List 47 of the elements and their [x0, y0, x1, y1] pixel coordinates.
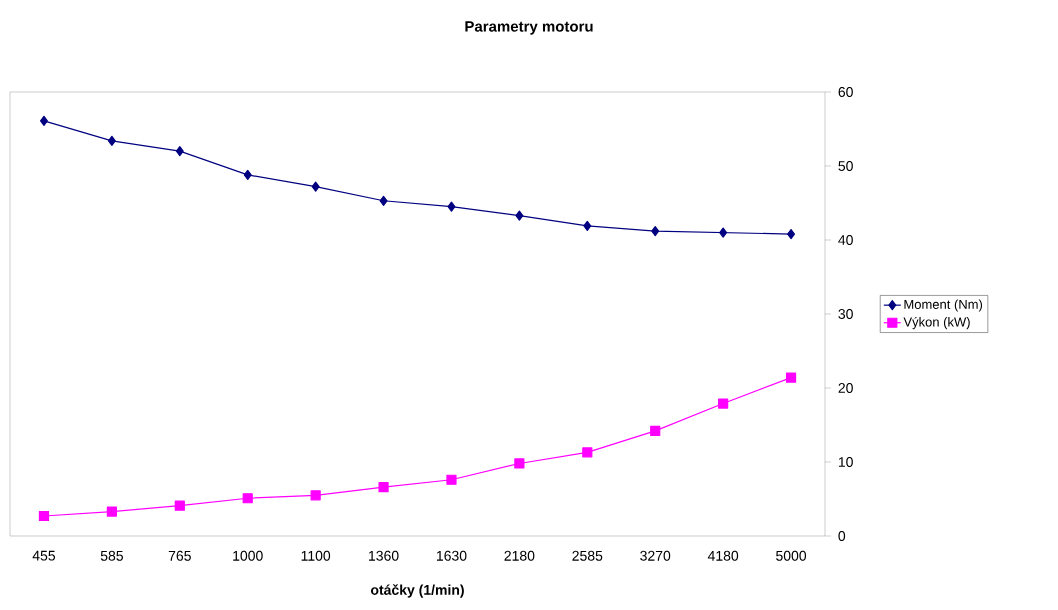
point	[243, 169, 252, 180]
x-tick-label: 585	[100, 550, 123, 561]
point	[242, 493, 253, 504]
point	[174, 500, 185, 511]
x-tick-label: 1100	[301, 550, 331, 561]
y-tick-label: 60	[838, 87, 853, 97]
point	[175, 146, 184, 157]
point	[515, 210, 524, 221]
point	[651, 226, 660, 237]
x-tick-label: 2585	[572, 550, 603, 561]
point	[719, 227, 728, 238]
point	[379, 195, 388, 206]
x-tick-label: 1000	[233, 550, 263, 561]
point	[310, 490, 321, 501]
x-tick-label: 765	[168, 550, 191, 561]
point	[446, 474, 457, 485]
point	[582, 447, 593, 458]
point	[583, 220, 592, 232]
y-tick-label: 10	[838, 457, 853, 467]
y-tick-label: 30	[838, 309, 853, 319]
point	[39, 115, 48, 126]
legend-label: Moment (Nm)	[904, 299, 983, 312]
point	[514, 458, 525, 469]
x-tick-label: 2180	[504, 550, 535, 561]
point	[785, 372, 797, 383]
point	[311, 181, 320, 192]
x-tick-label: 4180	[707, 550, 739, 561]
point	[106, 506, 117, 517]
point	[787, 228, 796, 240]
point	[378, 482, 389, 493]
point	[38, 510, 50, 522]
chart-title: Parametry motoru	[465, 21, 593, 35]
x-tick-label: 5000	[776, 550, 807, 561]
y-tick-label: 20	[838, 383, 853, 393]
y-tick-label: 40	[838, 235, 853, 245]
point	[650, 425, 661, 437]
x-tick-label: 1360	[369, 550, 399, 561]
point	[107, 135, 116, 146]
x-tick-label: 3270	[640, 550, 671, 561]
y-tick-label: 50	[838, 161, 853, 171]
y-tick-label: 0	[838, 531, 846, 541]
point	[718, 398, 729, 409]
x-tick-label: 455	[32, 550, 56, 561]
x-axis-title: otáčky (1/min)	[370, 584, 464, 598]
x-tick-label: 1630	[436, 550, 467, 561]
legend-label: Výkon (kW)	[903, 316, 970, 330]
point	[447, 201, 456, 212]
